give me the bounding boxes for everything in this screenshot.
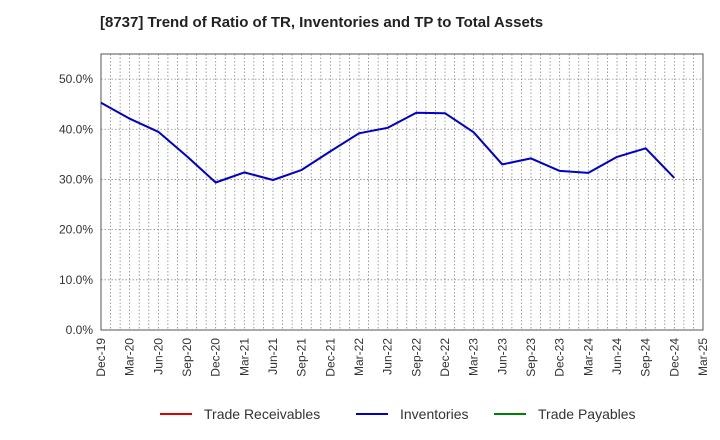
grid-lines [101, 54, 703, 330]
x-tick-label: Dec-24 [667, 338, 681, 377]
x-axis-ticks: Dec-19 Mar-20 Jun-20 Sep-20 Dec-20 Mar-21 Jun-… [94, 338, 710, 377]
legend-label-trade-payables: Trade Payables [538, 406, 636, 422]
x-tick-label: Dec-21 [323, 338, 337, 377]
x-tick-label: Mar-22 [352, 338, 366, 376]
x-tick-label: Mar-24 [581, 338, 595, 376]
x-tick-label: Mar-20 [123, 338, 137, 376]
x-tick-label: Jun-20 [151, 338, 165, 375]
x-tick-label: Dec-19 [94, 338, 108, 377]
y-tick-label: 40.0% [59, 122, 93, 136]
y-axis-ticks: 0.0% 10.0% 20.0% 30.0% 40.0% 50.0% [59, 72, 93, 337]
x-tick-label: Mar-23 [467, 338, 481, 376]
x-tick-label: Jun-21 [266, 338, 280, 375]
x-tick-label: Jun-24 [610, 338, 624, 375]
x-tick-label: Dec-23 [553, 338, 567, 377]
x-tick-label: Sep-24 [639, 338, 653, 377]
y-tick-label: 20.0% [59, 223, 93, 237]
x-tick-label: Sep-22 [409, 338, 423, 377]
x-tick-label: Sep-23 [524, 338, 538, 377]
x-tick-label: Jun-23 [495, 338, 509, 375]
x-tick-label: Jun-22 [381, 338, 395, 375]
x-tick-label: Mar-25 [696, 338, 710, 376]
y-tick-label: 10.0% [59, 273, 93, 287]
series-line-inventories [100, 101, 676, 184]
chart-title: [8737] Trend of Ratio of TR, Inventories… [100, 14, 544, 31]
legend-label-trade-receivables: Trade Receivables [204, 406, 320, 422]
x-tick-label: Dec-22 [438, 338, 452, 377]
y-tick-label: 30.0% [59, 172, 93, 186]
legend: Trade Receivables Inventories Trade Payabl… [160, 406, 636, 422]
x-tick-label: Sep-21 [295, 338, 309, 377]
y-tick-label: 0.0% [66, 323, 94, 337]
x-tick-label: Sep-20 [180, 338, 194, 377]
series-lines [100, 101, 676, 184]
legend-label-inventories: Inventories [400, 406, 468, 422]
x-tick-label: Dec-20 [209, 338, 223, 377]
x-tick-label: Mar-21 [237, 338, 251, 376]
plot-area [100, 53, 704, 331]
y-tick-label: 50.0% [59, 72, 93, 86]
